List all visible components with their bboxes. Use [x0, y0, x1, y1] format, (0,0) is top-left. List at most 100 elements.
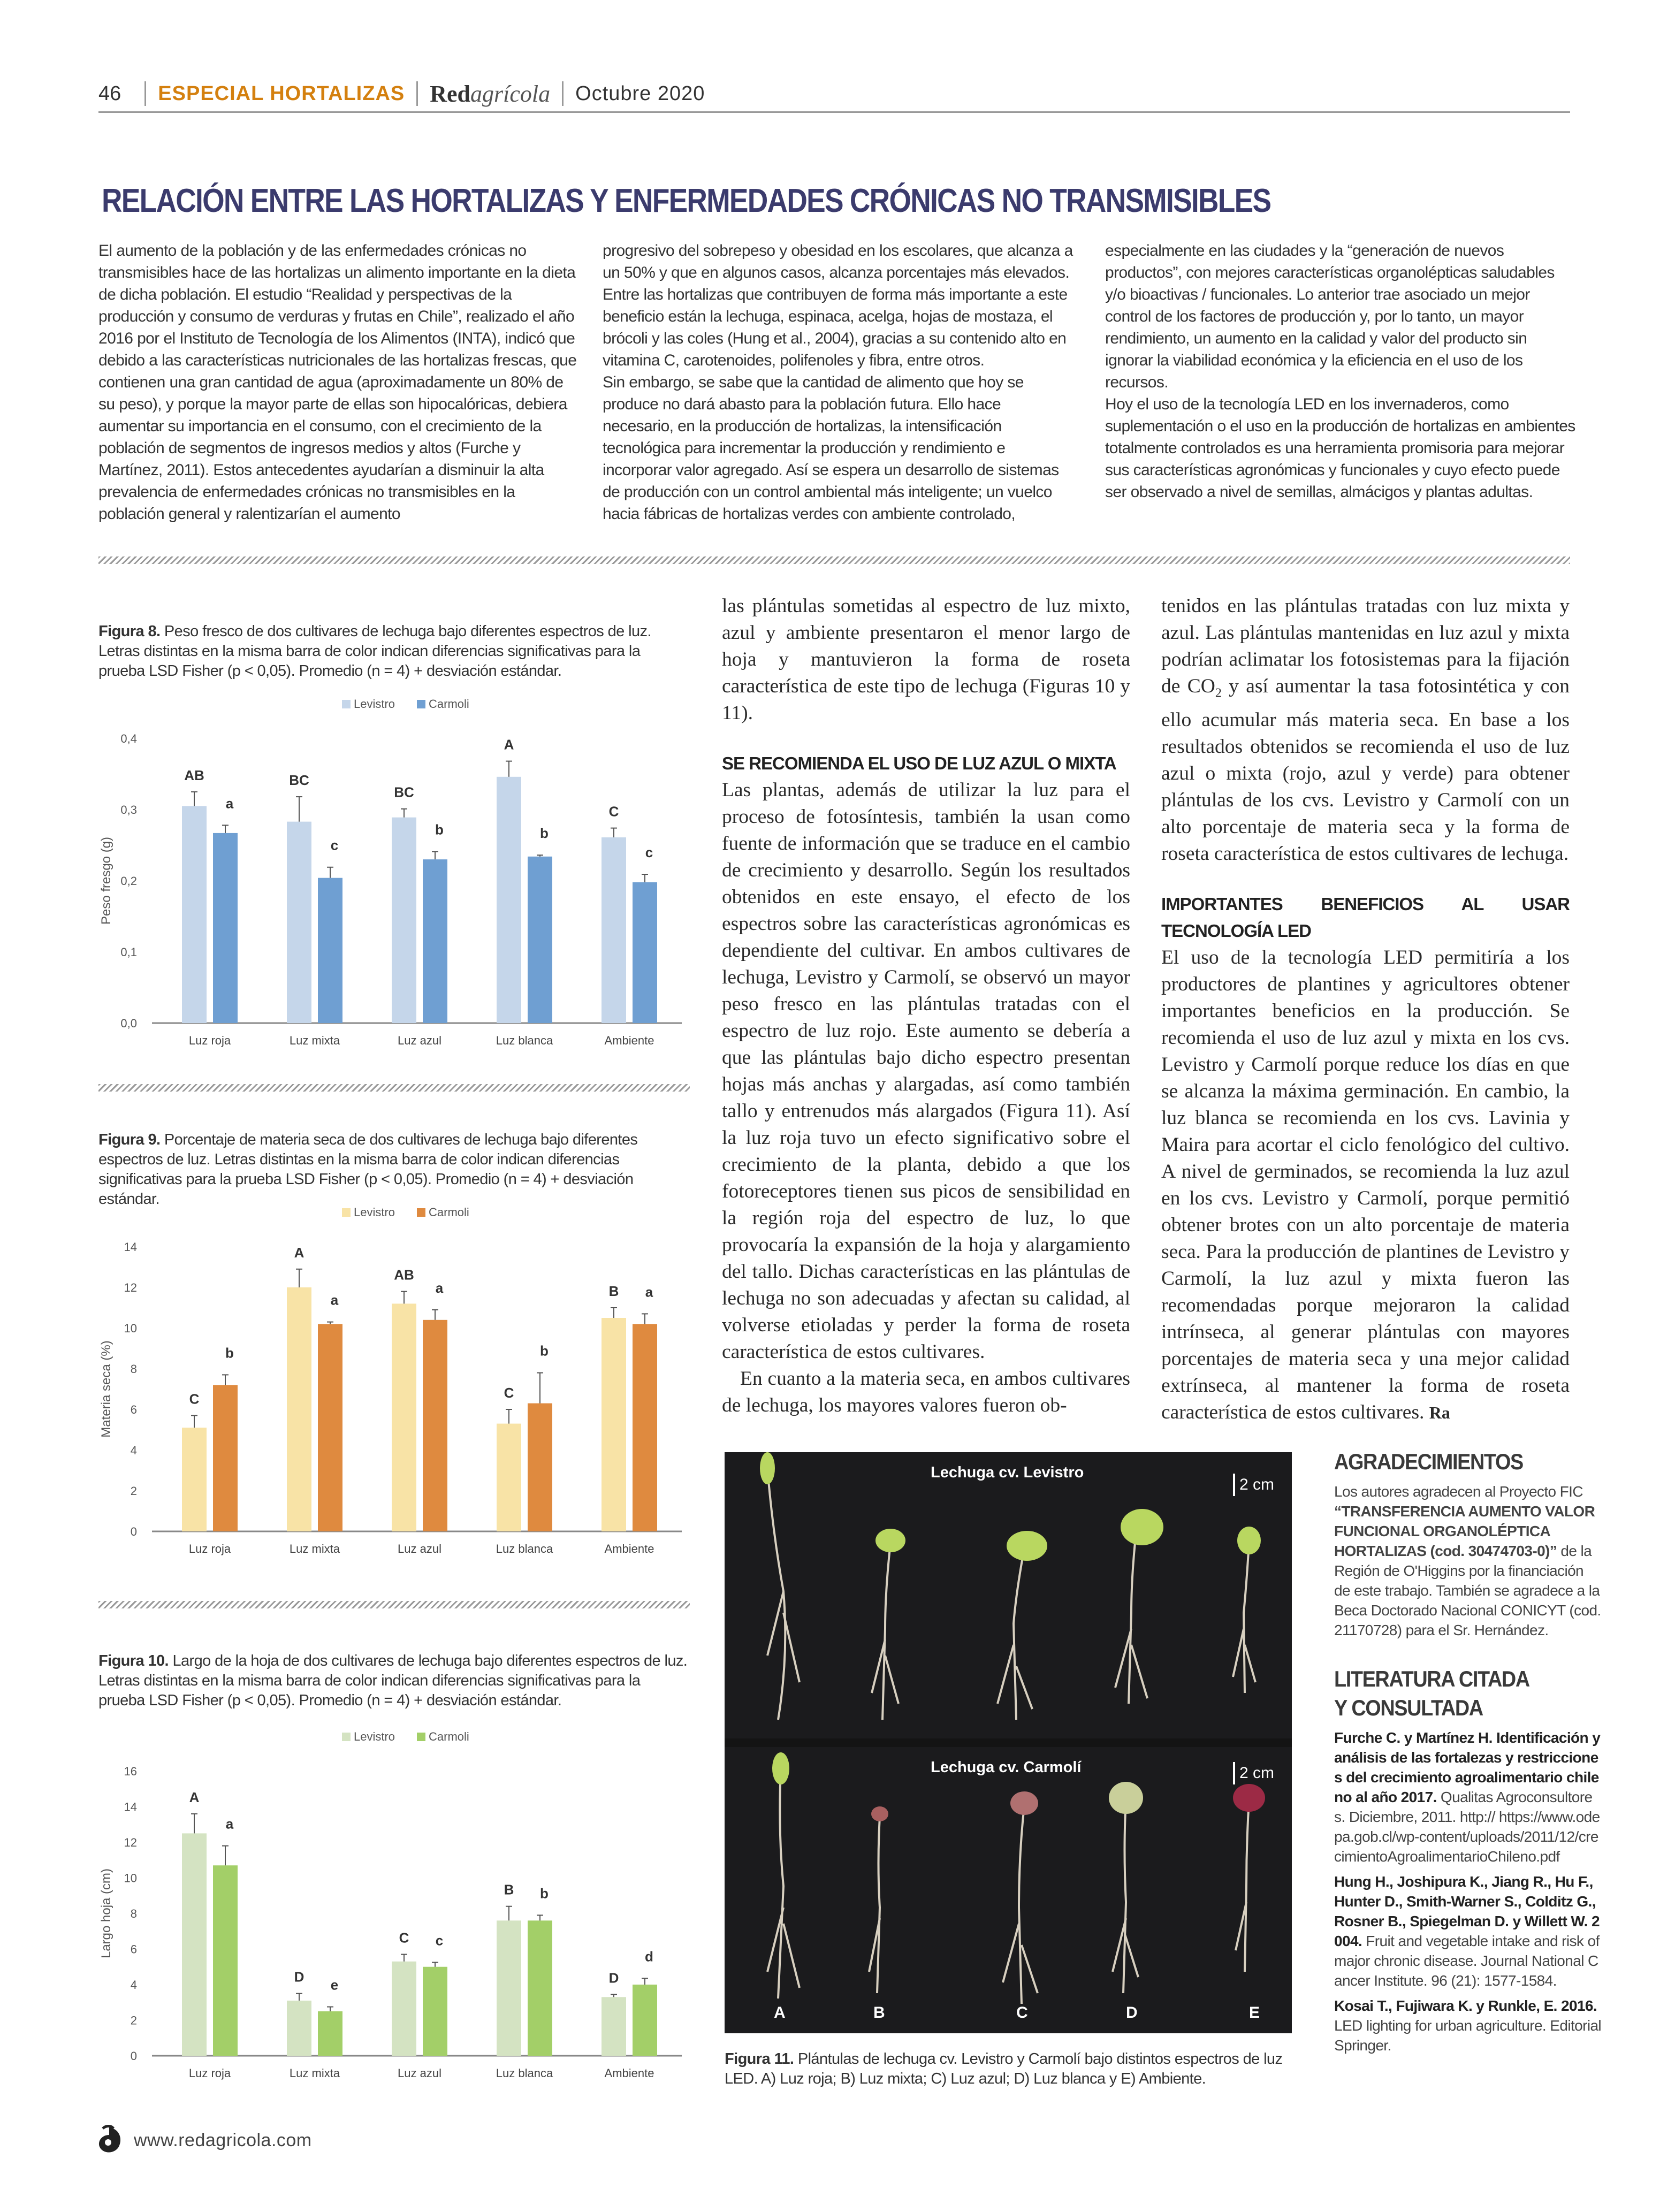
header-divider — [144, 81, 147, 106]
paragraph: El uso de la tecnología LED permitiría a… — [1161, 946, 1570, 1423]
legend-swatch — [417, 1733, 425, 1741]
significance-letter: d — [645, 1948, 653, 1964]
y-tick-label: 4 — [131, 1444, 137, 1457]
sidebar: AGRADECIMIENTOS Los autores agradecen al… — [1334, 1447, 1602, 2055]
photo-letter: D — [1126, 2004, 1138, 2022]
bar — [318, 878, 342, 1023]
figure-9-caption: Figura 9. Porcentaje de materia seca de … — [98, 1131, 638, 1208]
significance-letter: C — [189, 1391, 200, 1407]
y-tick-label: 0,2 — [120, 874, 137, 888]
y-tick-label: 14 — [124, 1801, 137, 1814]
paragraph: El aumento de la población y de las enfe… — [98, 242, 577, 523]
legend-swatch — [342, 1733, 351, 1741]
significance-letter: A — [189, 1789, 200, 1805]
y-tick-label: 2 — [131, 1484, 137, 1498]
figure-divider — [98, 1601, 690, 1608]
bar — [528, 856, 552, 1023]
y-tick-label: 0,1 — [120, 945, 137, 959]
x-tick-label: Luz azul — [398, 1542, 441, 1555]
significance-letter: B — [609, 1283, 619, 1299]
y-tick-label: 8 — [131, 1907, 137, 1920]
x-tick-label: Luz roja — [189, 1542, 231, 1555]
y-tick-label: 0,4 — [120, 732, 137, 745]
paragraph: las plántulas sometidas al espectro de l… — [722, 595, 1130, 724]
header-rule — [98, 111, 1570, 113]
bar — [182, 1428, 207, 1531]
y-axis-label: Peso fresgo (g) — [99, 837, 113, 925]
bar — [602, 837, 626, 1023]
significance-letter: C — [399, 1929, 409, 1946]
bar — [633, 1324, 657, 1531]
significance-letter: BC — [394, 784, 414, 800]
bar — [497, 776, 521, 1023]
body-column-1: las plántulas sometidas al espectro de l… — [722, 593, 1130, 1419]
legend-label: Levistro — [354, 1206, 395, 1219]
legend-label: Carmoli — [429, 1206, 469, 1219]
x-tick-label: Luz blanca — [496, 1034, 553, 1047]
bar — [497, 1920, 521, 2056]
header-divider — [416, 81, 418, 106]
significance-letter: b — [225, 1345, 234, 1361]
header-divider — [562, 81, 564, 106]
redagricola-logo: Redagrícola — [430, 80, 551, 107]
significance-letter: b — [540, 1343, 549, 1359]
section-name: ESPECIAL HORTALIZAS — [158, 82, 405, 105]
y-tick-label: 2 — [131, 2014, 137, 2027]
paragraph: tenidos en las plántulas tratadas con lu… — [1161, 595, 1570, 865]
y-tick-label: 16 — [124, 1765, 137, 1778]
section-divider — [98, 556, 1570, 564]
scale-bar: 2 cm — [1233, 1474, 1274, 1496]
y-tick-label: 0 — [131, 1525, 137, 1538]
bar — [318, 2011, 342, 2056]
significance-letter: C — [504, 1385, 514, 1401]
bar — [423, 1966, 447, 2056]
y-tick-label: 0 — [131, 2049, 137, 2063]
figure-divider — [98, 1084, 690, 1092]
significance-letter: a — [436, 1280, 444, 1296]
bar — [182, 1833, 207, 2056]
page-number: 46 — [98, 82, 121, 105]
significance-letter: a — [226, 795, 234, 811]
y-tick-label: 4 — [131, 1978, 137, 1992]
y-tick-label: 8 — [131, 1362, 137, 1376]
legend: Levistro Carmoli — [342, 1730, 469, 1743]
legend-swatch — [342, 700, 351, 708]
bar — [602, 1318, 626, 1531]
x-tick-label: Luz blanca — [496, 2066, 553, 2080]
y-tick-label: 14 — [124, 1240, 137, 1254]
legend-swatch — [417, 700, 425, 708]
paragraph: Hoy el uso de la tecnología LED en los i… — [1105, 395, 1575, 501]
figure-10-chart: Levistro Carmoli Largo hoja (cm) 0 2 4 6 8 10 12 1… — [99, 1730, 682, 2080]
bar — [287, 1287, 311, 1531]
significance-letter: c — [645, 844, 653, 860]
redagricola-logo-icon — [98, 2125, 121, 2153]
seedlings-levistro — [760, 1452, 1261, 1720]
photo-panel-levistro: Lechuga cv. Levistro 2 cm — [725, 1452, 1292, 1738]
photo-letter: B — [873, 2004, 885, 2022]
bar — [423, 859, 447, 1023]
legend-label: Carmoli — [429, 697, 469, 711]
paragraph: progresivo del sobrepeso y obesidad en l… — [603, 242, 1073, 369]
issue-date: Octubre 2020 — [575, 82, 705, 105]
legend-label: Carmoli — [429, 1730, 469, 1743]
bar — [497, 1423, 521, 1531]
significance-letter: a — [645, 1284, 653, 1300]
photo-letter: E — [1249, 2004, 1260, 2022]
photo-letter: A — [774, 2004, 786, 2022]
paragraph: Sin embargo, se sabe que la cantidad de … — [603, 373, 1059, 523]
bar — [633, 882, 657, 1023]
figure-8-chart: Levistro Carmoli Peso fresgo (g) 0,0 0,1 0,2 0… — [99, 697, 682, 1047]
website-link[interactable]: www.redagricola.com — [134, 2130, 312, 2150]
seedlings-carmoli — [766, 1752, 1265, 2004]
x-tick-label: Luz mixta — [290, 2066, 340, 2080]
paragraph: En cuanto a la materia seca, en ambos cu… — [722, 1368, 1130, 1416]
significance-letter: D — [609, 1970, 619, 1986]
panel-label: Lechuga cv. Levistro — [931, 1464, 1084, 1481]
bar — [213, 1385, 238, 1531]
legend-label: Levistro — [354, 1730, 395, 1743]
scale-bar: 2 cm — [1233, 1762, 1274, 1784]
x-tick-label: Luz roja — [189, 2066, 231, 2080]
reference-item: Furche C. y Martínez H. Identificación y… — [1334, 1729, 1601, 1865]
significance-letter: b — [540, 825, 549, 841]
x-tick-label: Luz azul — [398, 1034, 441, 1047]
